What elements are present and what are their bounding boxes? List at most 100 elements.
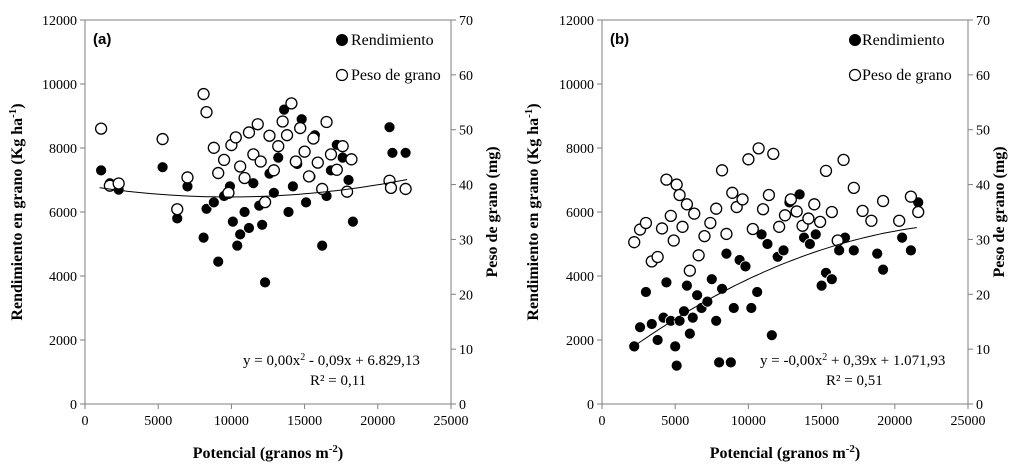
data-point-filled — [267, 186, 280, 199]
data-point-open — [628, 236, 641, 249]
data-point-open — [825, 205, 838, 219]
data-point-filled — [896, 231, 909, 244]
data-point-filled — [243, 222, 255, 234]
x-tick-label: 0 — [599, 414, 606, 429]
y2-tick-label: 0 — [459, 398, 466, 413]
y-tick-label: 10000 — [42, 78, 77, 93]
data-point-open — [212, 166, 225, 180]
y2-tick-label: 10 — [459, 343, 473, 358]
data-point-open — [112, 177, 125, 190]
data-point-filled — [300, 196, 312, 209]
legend-marker-peso — [848, 68, 862, 82]
y2-tick-label: 60 — [976, 69, 990, 84]
data-point-open — [324, 148, 338, 161]
legend-label-peso: Peso de grano — [351, 67, 441, 84]
data-point-open — [710, 202, 723, 215]
data-point-open — [893, 214, 906, 227]
data-point-filled — [156, 161, 169, 174]
y2-tick-label: 60 — [459, 69, 473, 84]
data-point-open — [683, 264, 696, 277]
x-tick-label: 25000 — [951, 414, 986, 429]
data-point-filled — [247, 177, 260, 190]
data-point-open — [384, 181, 398, 195]
legend-marker-peso — [335, 68, 349, 82]
x-tick-label: 0 — [82, 414, 89, 429]
y-tick-label: 0 — [70, 398, 77, 413]
data-point-open — [272, 140, 285, 153]
y-tick-label: 12000 — [559, 14, 594, 29]
y-tick-label: 2000 — [566, 334, 594, 349]
y2-tick-label: 20 — [976, 288, 990, 303]
data-point-open — [670, 178, 683, 191]
data-point-filled — [256, 218, 269, 231]
data-point-open — [752, 142, 765, 155]
data-point-filled — [755, 228, 768, 241]
y2-axis-label: Peso de grano (mg) — [484, 146, 501, 277]
data-point-open — [320, 115, 333, 129]
data-point-open — [307, 132, 320, 145]
x-axis-label: Potencial (granos m-2) — [710, 443, 860, 462]
data-point-open — [698, 229, 711, 243]
data-point-open — [762, 188, 776, 202]
data-point-filled — [634, 321, 646, 334]
data-point-filled — [383, 121, 396, 134]
data-point-open — [207, 141, 220, 154]
data-point-filled — [877, 263, 889, 276]
data-point-open — [819, 164, 833, 178]
trend-equation: y = 0,00x2 - 0,09x + 6.829,13 — [243, 352, 420, 370]
data-point-open — [767, 147, 780, 161]
data-point-filled — [905, 244, 917, 257]
data-point-open — [720, 227, 733, 241]
data-point-open — [94, 122, 108, 135]
data-point-open — [336, 140, 349, 153]
x-tick-label: 5000 — [144, 414, 172, 429]
data-point-filled — [777, 244, 790, 257]
data-point-open — [704, 216, 717, 230]
legend-marker-rendimiento — [849, 34, 861, 46]
trend-r2: R² = 0,51 — [826, 373, 883, 389]
data-point-filled — [765, 329, 778, 342]
y2-tick-label: 40 — [459, 179, 473, 194]
y-tick-label: 0 — [587, 398, 594, 413]
data-point-open — [692, 249, 705, 262]
chart-panel-b: 0 5000 10000 15000 20000 25000020004000600080… — [523, 14, 1008, 462]
y2-tick-label: 50 — [976, 124, 990, 139]
y-tick-label: 10000 — [559, 78, 594, 93]
data-point-filled — [705, 273, 718, 286]
data-point-open — [251, 118, 264, 131]
data-point-open — [688, 207, 701, 220]
data-point-filled — [640, 286, 652, 298]
data-point-filled — [683, 327, 696, 340]
y-tick-label: 2000 — [49, 334, 77, 349]
data-point-open — [756, 203, 770, 216]
data-point-filled — [234, 228, 247, 241]
x-tick-label: 5000 — [661, 414, 689, 429]
data-point-filled — [691, 289, 704, 302]
data-point-open — [664, 209, 677, 222]
data-point-filled — [727, 302, 740, 314]
data-point-open — [876, 194, 890, 208]
data-point-open — [856, 204, 869, 218]
data-point-open — [200, 106, 213, 119]
data-point-filled — [713, 356, 726, 369]
data-point-open — [181, 171, 194, 184]
data-point-open — [865, 214, 878, 227]
data-point-filled — [803, 238, 816, 250]
data-point-open — [660, 173, 673, 186]
data-point-open — [802, 212, 815, 225]
trend-line — [631, 227, 917, 349]
y2-tick-label: 40 — [976, 179, 990, 194]
y2-tick-label: 10 — [976, 343, 990, 358]
x-tick-label: 25000 — [434, 414, 469, 429]
data-point-open — [258, 195, 272, 209]
data-point-open — [171, 203, 184, 216]
data-point-filled — [669, 340, 682, 353]
data-point-open — [813, 215, 827, 229]
data-point-filled — [645, 318, 658, 330]
data-point-open — [197, 87, 210, 101]
data-point-filled — [226, 215, 239, 228]
data-point-filled — [815, 279, 828, 292]
y2-tick-label: 20 — [459, 288, 473, 303]
data-point-open — [680, 198, 694, 211]
